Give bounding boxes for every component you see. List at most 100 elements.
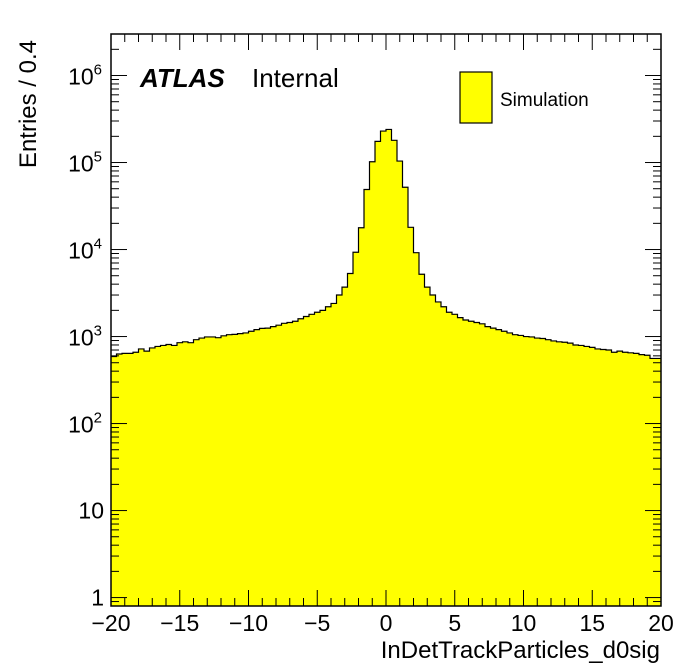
histogram-bar [391, 140, 398, 606]
histogram-bar [122, 353, 128, 606]
histogram-bar [204, 336, 211, 606]
histogram-bar [523, 336, 530, 606]
histogram-bar [551, 340, 557, 606]
histogram-bar [292, 321, 299, 606]
internal-label: Internal [252, 63, 339, 93]
histogram-bars [111, 129, 662, 607]
histogram-bar [369, 161, 376, 606]
histogram-bar [116, 354, 123, 606]
x-tick-label: 20 [648, 610, 674, 636]
histogram-bar [622, 352, 629, 606]
histogram-bar [248, 331, 255, 606]
histogram-bar [254, 329, 260, 606]
histogram-bar [545, 339, 552, 606]
histogram-bar [452, 314, 458, 606]
histogram-bar [265, 328, 271, 606]
histogram-bar [578, 345, 585, 606]
histogram-bar [111, 356, 117, 606]
histogram-bar [650, 358, 656, 606]
histogram-bar [540, 338, 546, 606]
x-tick-label: 15 [579, 610, 605, 636]
histogram-bar [243, 332, 249, 606]
histogram-bar [287, 322, 293, 606]
y-tick-label: 103 [68, 323, 102, 351]
y-tick-label: 10 [78, 498, 104, 524]
y-tick-labels: 1 10 102 103 104 105 106 [68, 62, 104, 611]
histogram-bar [314, 312, 321, 606]
histogram-bar [232, 334, 238, 606]
histogram-bar [210, 336, 216, 606]
x-axis-title: InDetTrackParticles_d0sig [381, 637, 660, 664]
histogram-bar [138, 348, 145, 606]
histogram-bar [276, 325, 282, 606]
histogram-bar [144, 351, 150, 606]
histogram-bar [628, 352, 634, 606]
histogram-bar [633, 353, 640, 606]
y-axis-title: Entries / 0.4 [15, 40, 42, 168]
histogram-bar [617, 351, 623, 606]
histogram-bar [573, 344, 579, 606]
y-tick-label: 1 [91, 585, 104, 611]
histogram-bar [655, 358, 662, 606]
histogram-bar [441, 306, 447, 606]
y-tick-label: 105 [68, 149, 102, 177]
histogram-bar [408, 227, 414, 607]
histogram-bar [611, 352, 618, 606]
histogram-bar [512, 334, 519, 606]
plot-frame [110, 33, 662, 607]
histogram-bar [320, 310, 326, 606]
x-tick-label: 10 [511, 610, 537, 636]
x-tick-label: −10 [229, 610, 268, 636]
histogram-bar [221, 335, 227, 606]
histogram-bar [485, 326, 491, 606]
histogram-bar [149, 347, 156, 606]
histogram-outline [111, 128, 661, 360]
histogram-bar [364, 189, 370, 606]
histogram-bar [397, 161, 403, 606]
histogram-bar [226, 334, 233, 606]
histogram-bar [534, 338, 541, 606]
histogram-bar [166, 344, 172, 606]
x-tick-label: −20 [91, 610, 130, 636]
histogram-bar [529, 336, 535, 606]
histogram-bar [193, 339, 200, 606]
histogram-bar [479, 323, 486, 606]
histogram-bar [342, 287, 348, 606]
x-tick-label: 0 [380, 610, 393, 636]
histogram-bar [375, 141, 381, 606]
atlas-label: ATLAS [139, 63, 225, 93]
histogram-bar [270, 326, 277, 606]
histogram-bar [380, 131, 387, 606]
histogram-bar [237, 333, 244, 606]
legend-swatch-simulation [459, 71, 493, 124]
histogram-bar [518, 335, 524, 606]
y-tick-label: 106 [68, 62, 102, 90]
histogram-bar [468, 321, 475, 606]
x-tick-label: −5 [304, 610, 330, 636]
histogram-bar [309, 314, 315, 606]
histogram-bar [424, 287, 431, 606]
histogram-bar [474, 322, 480, 606]
histogram-bar [419, 274, 425, 606]
histogram-bar [496, 329, 502, 606]
histogram-bar [556, 341, 563, 606]
histogram-bar [639, 354, 645, 606]
histogram-bar [457, 317, 464, 606]
histogram-bar [199, 338, 205, 606]
histogram-bar [188, 342, 194, 606]
histogram-bar [133, 352, 139, 606]
histogram-bar [435, 301, 442, 606]
x-tick-label: 5 [448, 610, 461, 636]
histogram-bar [606, 350, 612, 606]
histogram-bar [413, 252, 420, 606]
y-tick-label: 102 [68, 410, 102, 438]
histogram-bar [446, 312, 453, 606]
histogram-bar [562, 342, 568, 606]
histogram-bar [402, 187, 409, 606]
histogram-bar [259, 328, 266, 606]
x-tick-labels: −20 −15 −10 −5 0 5 10 15 20 [91, 610, 673, 636]
histogram-bar [160, 345, 167, 606]
histogram-bar [155, 346, 161, 606]
histogram-bar [171, 345, 178, 606]
